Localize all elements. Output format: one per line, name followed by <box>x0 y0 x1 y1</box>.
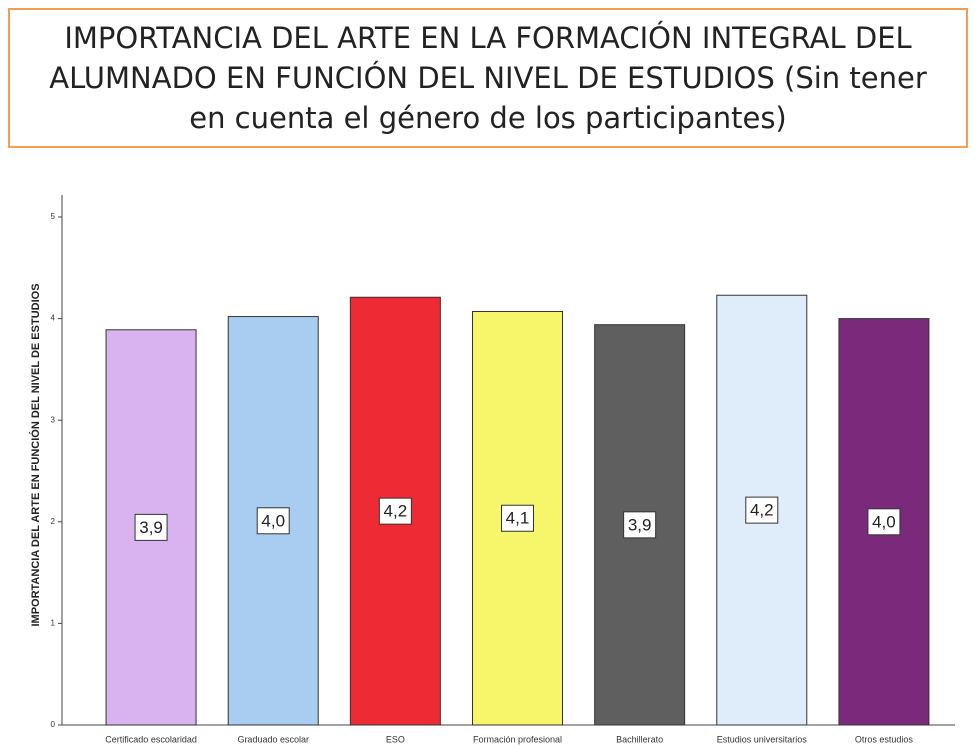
value-label: 3,9 <box>628 515 652 534</box>
value-label: 4,0 <box>261 511 285 530</box>
x-tick-label: ESO <box>386 734 405 744</box>
chart-title: IMPORTANCIA DEL ARTE EN LA FORMACIÓN INT… <box>49 21 927 135</box>
value-label: 4,0 <box>872 512 896 531</box>
x-tick-label: Formación profesional <box>473 734 562 744</box>
value-label: 4,2 <box>384 502 408 521</box>
value-label-box <box>378 497 412 525</box>
x-tick-label: Graduado escolar <box>237 734 309 744</box>
y-tick-label: 5 <box>51 212 56 221</box>
y-tick-label: 3 <box>51 415 56 424</box>
value-label: 3,9 <box>139 518 163 537</box>
value-label-box <box>623 511 657 539</box>
y-tick-label: 1 <box>51 619 56 628</box>
y-tick-label: 4 <box>51 314 56 323</box>
y-tick-label: 2 <box>51 517 56 526</box>
x-tick-label: Certificado escolaridad <box>105 734 197 744</box>
value-label-box <box>745 496 779 524</box>
x-tick-label: Otros estudios <box>855 734 914 744</box>
title-box: IMPORTANCIA DEL ARTE EN LA FORMACIÓN INT… <box>8 8 968 148</box>
value-label-box <box>134 513 168 541</box>
value-label-box <box>256 507 290 535</box>
value-label: 4,2 <box>750 501 774 520</box>
y-axis-label: IMPORTANCIA DEL ARTE EN FUNCIÓN DEL NIVE… <box>29 283 42 626</box>
value-label-box <box>501 504 534 532</box>
value-label-box <box>867 508 901 536</box>
x-tick-label: Estudios universitarios <box>717 734 808 744</box>
x-tick-label: Bachillerato <box>616 734 663 744</box>
value-label: 4,1 <box>506 509 530 528</box>
y-tick-label: 0 <box>51 720 56 729</box>
